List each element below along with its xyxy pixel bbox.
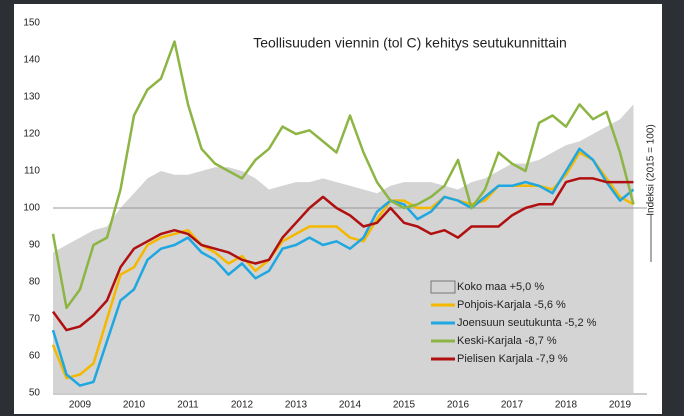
legend-label: Pohjois-Karjala -5,6 % bbox=[457, 299, 566, 311]
x-tick-label: 2010 bbox=[123, 400, 146, 411]
x-tick-label: 2017 bbox=[501, 400, 524, 411]
x-tick-label: 2016 bbox=[447, 400, 470, 411]
legend-label: Pielisen Karjala -7,9 % bbox=[457, 353, 568, 365]
legend-label: Koko maa +5,0 % bbox=[457, 281, 544, 293]
y-tick-label: 80 bbox=[29, 277, 41, 288]
x-tick-label: 2015 bbox=[393, 400, 416, 411]
legend-swatch bbox=[431, 281, 455, 293]
x-tick-label: 2014 bbox=[339, 400, 362, 411]
x-tick-label: 2009 bbox=[69, 400, 92, 411]
page: {"chart_data": {"type": "line", "title":… bbox=[0, 0, 684, 416]
x-tick-label: 2019 bbox=[609, 400, 632, 411]
y-tick-label: 90 bbox=[29, 240, 41, 251]
chart-title: Teollisuuden viennin (tol C) kehitys seu… bbox=[253, 35, 567, 51]
x-tick-label: 2012 bbox=[231, 400, 254, 411]
x-tick-label: 2013 bbox=[285, 400, 308, 411]
y-tick-label: 50 bbox=[29, 388, 41, 399]
y-tick-label: 140 bbox=[23, 55, 40, 66]
chart: Teollisuuden viennin (tol C) kehitys seu… bbox=[0, 0, 684, 416]
y-tick-label: 70 bbox=[29, 314, 41, 325]
y-tick-label: 120 bbox=[23, 129, 40, 140]
y2-axis-label: Indeksi (2015 = 100) bbox=[646, 124, 657, 215]
y-tick-label: 60 bbox=[29, 351, 41, 362]
legend-label: Joensuun seutukunta -5,2 % bbox=[457, 317, 597, 329]
x-tick-label: 2018 bbox=[555, 400, 578, 411]
y-tick-label: 110 bbox=[24, 166, 40, 177]
x-tick-label: 2011 bbox=[177, 400, 199, 411]
legend-label: Keski-Karjala -8,7 % bbox=[457, 335, 557, 347]
y-tick-label: 150 bbox=[23, 18, 40, 29]
y-tick-label: 100 bbox=[23, 203, 40, 214]
y-tick-label: 130 bbox=[23, 92, 40, 103]
